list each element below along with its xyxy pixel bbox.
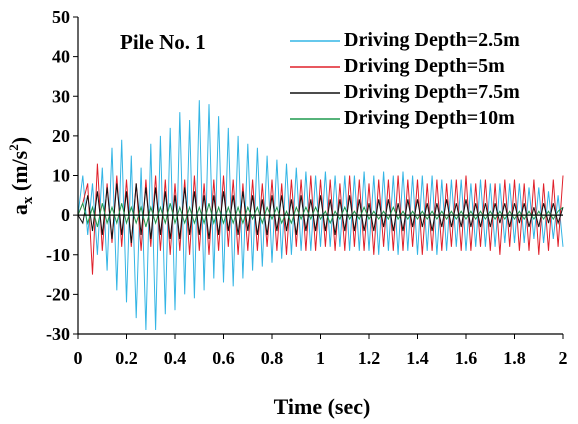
- y-axis-label: ax (m/s2): [6, 137, 36, 215]
- y-tick-label: 30: [52, 86, 70, 106]
- series-line-4: [77, 201, 564, 228]
- x-tick-label: 0: [74, 348, 83, 368]
- series-line-2: [77, 163, 564, 275]
- x-axis-label: Time (sec): [274, 394, 371, 419]
- y-tick-label: -10: [46, 245, 70, 265]
- x-tick-label: 1.2: [358, 348, 381, 368]
- x-tick-label: 1: [316, 348, 325, 368]
- y-axis-label-sup: 2: [6, 144, 21, 151]
- legend-label-1: Driving Depth=2.5m: [344, 29, 520, 51]
- y-axis-label-close: ): [7, 137, 32, 144]
- y-axis-label-base: a: [7, 204, 32, 215]
- x-tick-label: 0.2: [115, 348, 138, 368]
- y-tick-label: 0: [61, 205, 70, 225]
- y-axis-label-sub: x: [20, 196, 36, 204]
- chart-annotation: Pile No. 1: [120, 30, 206, 54]
- x-tick-label: 2: [559, 348, 568, 368]
- x-tick-label: 1.4: [406, 348, 429, 368]
- series-line-1: [77, 100, 564, 331]
- y-tick-label: -30: [46, 324, 70, 344]
- x-tick-label: 0.4: [164, 348, 187, 368]
- legend-label-4: Driving Depth=10m: [344, 107, 515, 129]
- legend-label-3: Driving Depth=7.5m: [344, 81, 520, 103]
- series-layer: [77, 100, 564, 331]
- y-tick-label: 20: [52, 126, 70, 146]
- series-line-3: [77, 183, 564, 243]
- x-tick-label: 1.8: [503, 348, 526, 368]
- legend-label-2: Driving Depth=5m: [344, 55, 505, 77]
- y-tick-label: 50: [52, 7, 70, 27]
- y-tick-label: -20: [46, 284, 70, 304]
- y-tick-label: 40: [52, 47, 70, 67]
- x-tick-label: 1.6: [455, 348, 478, 368]
- legend: Driving Depth=2.5m Driving Depth=5m Drivin…: [290, 29, 520, 129]
- y-axis-label-unit: (m/s: [7, 150, 32, 196]
- x-tick-label: 0.6: [212, 348, 235, 368]
- x-tick-label: 0.8: [261, 348, 284, 368]
- y-tick-label: 10: [52, 166, 70, 186]
